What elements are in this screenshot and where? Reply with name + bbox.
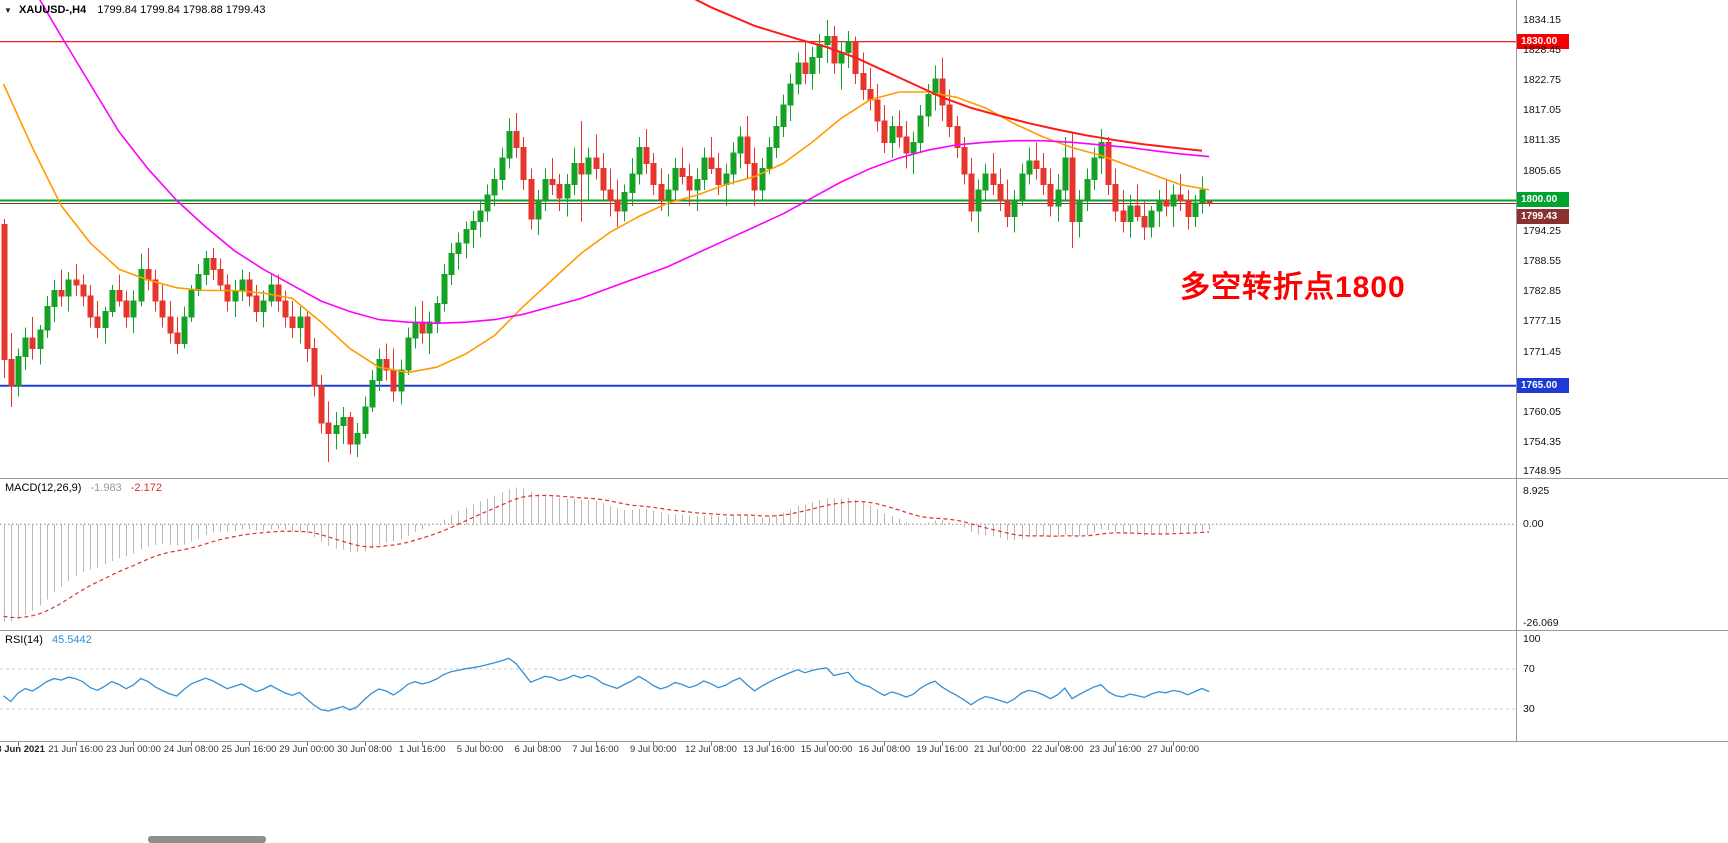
time-axis-tick: [768, 742, 770, 746]
time-axis-label: 16 Jul 08:00: [858, 744, 911, 755]
time-axis-label: 19 Jul 16:00: [916, 744, 968, 755]
macd-axis-label: 8.925: [1523, 484, 1550, 497]
time-axis-tick: [1173, 742, 1175, 746]
ma-slow-line: [39, 0, 1210, 325]
time-axis-label: 6 Jul 08:00: [514, 744, 562, 755]
rsi-axis-label: 100: [1523, 633, 1541, 645]
rsi-value: 45.5442: [51, 634, 92, 646]
time-axis-tick: [826, 742, 828, 746]
time-axis-tick: [17, 742, 19, 746]
price-axis-label: 1811.35: [1523, 134, 1561, 147]
time-axis-label: 7 Jul 16:00: [572, 744, 619, 755]
time-axis-tick: [480, 742, 482, 746]
chart-title: ▼ XAUUSD-,H4 1799.84 1799.84 1798.88 179…: [4, 4, 266, 16]
time-axis-tick: [1057, 742, 1059, 746]
time-axis-label: 29 Jun 00:00: [279, 744, 335, 755]
time-axis-label: 1 Jul 16:00: [399, 744, 446, 755]
price-axis-label: 1834.15: [1523, 13, 1561, 26]
price-axis-label: 1794.25: [1523, 224, 1561, 237]
time-axis-label: 27 Jul 00:00: [1147, 744, 1200, 755]
time-axis-tick: [653, 742, 655, 746]
price-line-badge: 1765.00: [1517, 377, 1569, 393]
rsi-axis-label: 70: [1523, 663, 1535, 675]
time-axis-separator: [0, 741, 1728, 742]
time-axis-label: 5 Jul 00:00: [456, 744, 504, 755]
time-axis-tick: [711, 742, 713, 746]
time-axis-tick: [595, 742, 597, 746]
time-axis-label: 25 Jun 16:00: [221, 744, 277, 755]
time-axis-label: 24 Jun 08:00: [163, 744, 219, 755]
time-axis-tick: [248, 742, 250, 746]
time-axis-tick: [999, 742, 1001, 746]
price-axis-label: 1754.35: [1523, 436, 1561, 449]
price-axis-label: 1777.15: [1523, 315, 1561, 328]
price-axis-label: 1805.65: [1523, 164, 1561, 177]
time-axis-tick: [422, 742, 424, 746]
chart-marker-icon: ▼: [4, 6, 12, 15]
price-axis-label: 1822.75: [1523, 74, 1561, 87]
time-axis-tick: [537, 742, 539, 746]
chart-annotation-text: 多空转折点1800: [1180, 271, 1406, 304]
time-axis-label: 30 Jun 08:00: [337, 744, 392, 755]
time-axis-tick: [191, 742, 193, 746]
price-line-badge: 1830.00: [1517, 33, 1569, 49]
time-axis-tick: [884, 742, 886, 746]
macd-panel-canvas[interactable]: [0, 479, 1516, 630]
macd-axis-label: 0.00: [1523, 518, 1544, 531]
price-chart-canvas[interactable]: [0, 0, 1516, 478]
time-axis-label: 23 Jun 00:00: [105, 744, 161, 755]
macd-histogram: [4, 487, 1210, 622]
time-axis-label: 23 Jul 16:00: [1089, 744, 1142, 755]
ma-fast-line: [2, 83, 1210, 374]
price-axis-label: 1817.05: [1523, 104, 1561, 117]
time-axis-tick: [1115, 742, 1117, 746]
panel-separator[interactable]: [0, 478, 1728, 479]
rsi-axis-label: 30: [1523, 703, 1535, 715]
time-axis-label: 21 Jun 16:00: [48, 744, 104, 755]
time-axis-label: 22 Jul 08:00: [1031, 744, 1084, 755]
time-axis-tick: [75, 742, 77, 746]
price-axis-label: 1760.05: [1523, 405, 1561, 418]
time-axis-label: 21 Jul 00:00: [973, 744, 1026, 755]
panel-separator[interactable]: [0, 630, 1728, 631]
candles-layer: [1, 19, 1213, 462]
price-axis-label: 1788.55: [1523, 255, 1561, 268]
ohlc-values: 1799.84 1799.84 1798.88 1799.43: [97, 4, 266, 16]
time-axis-label: 18 Jun 2021: [0, 744, 45, 755]
price-line-badge: 1799.43: [1517, 208, 1569, 224]
price-axis: 1830.00 1800.00 1799.43 1765.00 1834.15 1828.…: [1517, 0, 1728, 763]
rsi-name: RSI(14): [5, 634, 43, 646]
price-axis-label: 1828.45: [1523, 43, 1561, 56]
price-axis-label: 1748.95: [1523, 464, 1561, 477]
time-axis-label: 13 Jul 16:00: [742, 744, 795, 755]
rsi-line: [3, 657, 1210, 712]
time-axis-tick: [364, 742, 366, 746]
price-axis-label: 1771.45: [1523, 345, 1561, 358]
macd-main-value: -1.983: [90, 482, 122, 494]
macd-indicator-label: MACD(12,26,9) -1.983 -2.172: [5, 482, 162, 494]
macd-axis-label: -26.069: [1523, 616, 1559, 629]
taskbar-fragment: [148, 836, 266, 843]
time-axis-label: 9 Jul 00:00: [630, 744, 677, 755]
time-axis-label: 15 Jul 00:00: [800, 744, 853, 755]
descending-trendline[interactable]: [653, 0, 1203, 152]
symbol-timeframe-label: XAUUSD-,H4: [18, 4, 87, 16]
time-axis-tick: [133, 742, 135, 746]
time-axis-label: 12 Jul 08:00: [685, 744, 737, 755]
macd-signal-value: -2.172: [130, 482, 162, 494]
price-axis-separator: [1516, 0, 1517, 741]
time-axis-tick: [306, 742, 308, 746]
time-axis-tick: [942, 742, 944, 746]
rsi-panel-canvas[interactable]: [0, 631, 1516, 741]
macd-signal-line: [3, 494, 1210, 619]
price-line-badge: 1800.00: [1517, 192, 1569, 208]
price-axis-label: 1782.85: [1523, 285, 1561, 298]
macd-name: MACD(12,26,9): [5, 482, 82, 494]
rsi-indicator-label: RSI(14) 45.5442: [5, 634, 92, 646]
